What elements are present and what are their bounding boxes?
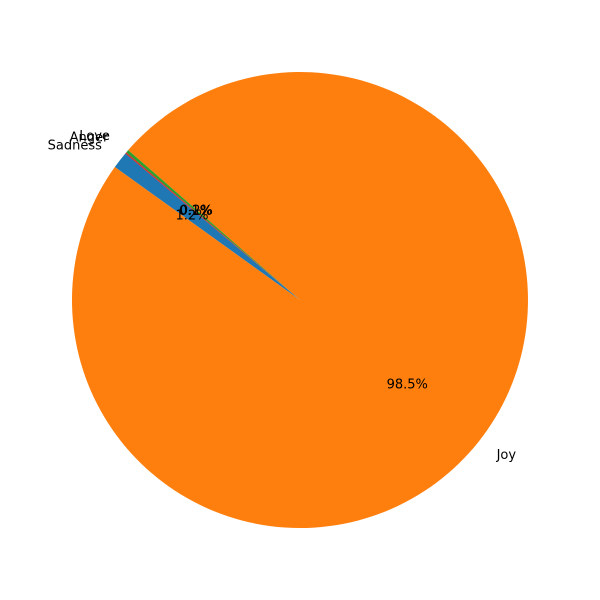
slice-label-anger: Anger: [70, 131, 109, 146]
slice-label-love: Love: [79, 129, 110, 144]
pie-slice-love: [126, 150, 301, 300]
slice-label-sadness: Sadness: [48, 139, 102, 154]
slice-pct-sadness: 1.2%: [175, 209, 208, 224]
slice-pct-anger: 0.1%: [179, 204, 212, 219]
slice-pct-joy: 98.5%: [387, 377, 428, 392]
pie-slice-joy: [71, 72, 528, 529]
pie-labels: Sadness 1.2% Joy 98.5% Love 0.2% Anger 0.1%: [48, 129, 517, 463]
pie-slices: [71, 72, 528, 529]
pie-slice-anger: [125, 152, 300, 300]
slice-label-joy: Joy: [496, 448, 517, 463]
pie-slice-sadness: [114, 153, 300, 300]
slice-pct-love: 0.2%: [180, 203, 213, 218]
